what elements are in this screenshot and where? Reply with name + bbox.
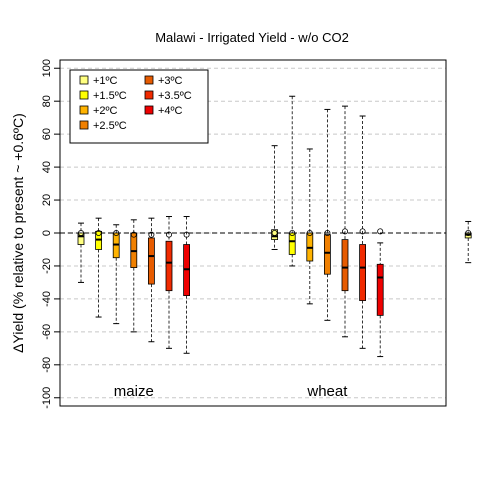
legend-box <box>69 69 209 144</box>
legend-entry: +3.5ºC <box>158 90 192 102</box>
group-label-maize: maize <box>114 383 154 400</box>
box <box>376 263 384 316</box>
box <box>323 234 331 275</box>
y-tick-label: 80 <box>41 95 53 107</box>
box <box>271 229 279 240</box>
outlier-point <box>148 231 155 238</box>
outlier-point <box>306 229 313 236</box>
outlier-point <box>130 231 137 238</box>
legend: +1ºC +1.5ºC +2ºC +2.5ºC +3ºC +3.5ºC +4ºC <box>69 69 209 144</box>
box <box>359 244 367 301</box>
outlier-point <box>341 228 348 235</box>
outlier-point <box>165 231 172 238</box>
outlier-point <box>377 228 384 235</box>
box-layer <box>77 95 472 358</box>
legend-swatch <box>79 120 89 130</box>
y-tick-label: 40 <box>41 161 53 173</box>
y-tick-label: -100 <box>41 387 53 409</box>
y-tick-label: -80 <box>41 357 53 373</box>
outlier-point <box>78 229 85 236</box>
y-tick-label: 100 <box>41 59 53 77</box>
y-tick-label: -60 <box>41 324 53 340</box>
box <box>341 239 349 292</box>
outlier-point <box>95 229 102 236</box>
group-labels: maizewheatrice <box>114 383 348 400</box>
box <box>288 232 296 255</box>
outlier-point <box>465 229 472 236</box>
legend-swatch <box>144 105 154 115</box>
y-tick-label: 60 <box>41 128 53 140</box>
legend-entry: +1ºC <box>93 75 118 87</box>
y-tick-label: 0 <box>41 230 53 236</box>
group-label-wheat: wheat <box>306 383 348 400</box>
legend-swatch <box>144 75 154 85</box>
legend-swatch <box>79 90 89 100</box>
chart-title: Malawi - Irrigated Yield - w/o CO2 <box>155 30 349 45</box>
legend-swatch <box>79 75 89 85</box>
legend-entry: +2.5ºC <box>93 120 127 132</box>
y-axis-label: ΔYield (% relative to present ~ +0.6ºC) <box>10 113 26 353</box>
box <box>165 240 173 292</box>
legend-swatch <box>144 90 154 100</box>
outlier-point <box>324 229 331 236</box>
legend-entry: +2ºC <box>93 105 118 117</box>
outlier-point <box>289 229 296 236</box>
outlier-point <box>183 231 190 238</box>
outlier-point <box>271 229 278 236</box>
y-tick-label: -40 <box>41 291 53 307</box>
legend-entry: +4ºC <box>158 105 183 117</box>
y-tick-label: -20 <box>41 258 53 274</box>
legend-entry: +3ºC <box>158 75 183 87</box>
y-axis: -100 -80 -60 -40 -20 0 20 40 60 80 100 <box>41 59 61 409</box>
box <box>147 237 155 285</box>
legend-swatch <box>79 105 89 115</box>
outlier-point <box>113 229 120 236</box>
y-tick-label: 20 <box>41 194 53 206</box>
outlier-point <box>359 228 366 235</box>
box <box>77 232 85 245</box>
legend-entry: +1.5ºC <box>93 90 127 102</box>
